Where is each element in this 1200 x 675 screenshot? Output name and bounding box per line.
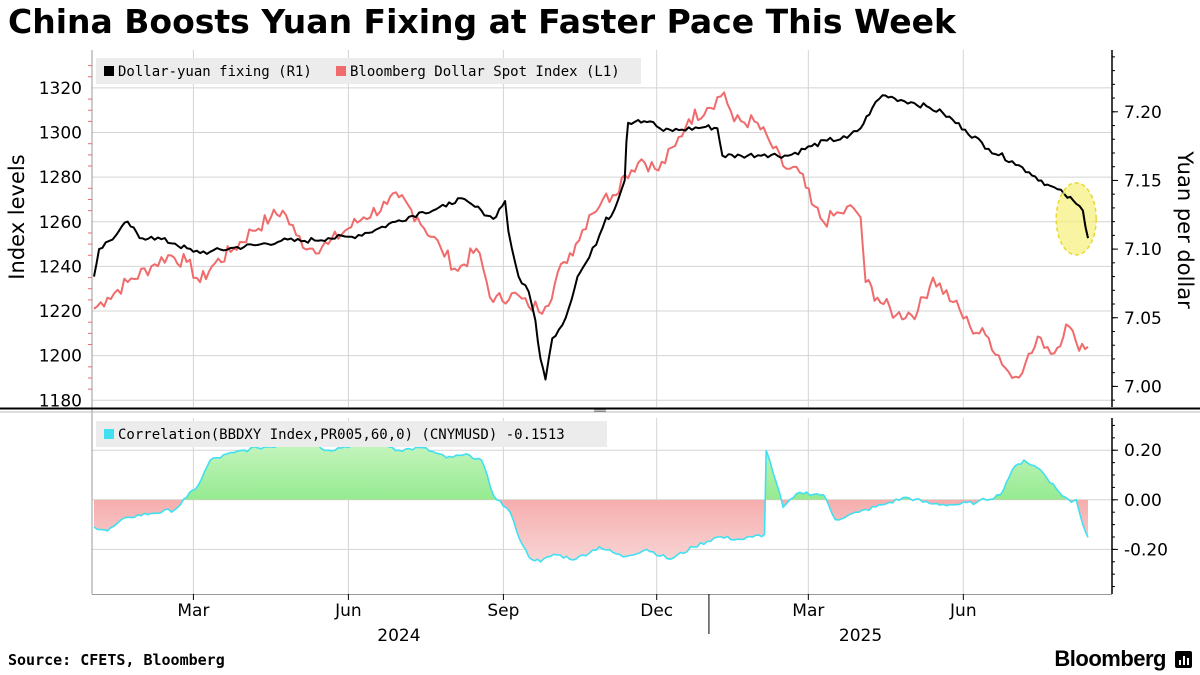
y-tick-left: 1300: [39, 124, 82, 144]
x-tick-label: Jun: [334, 601, 362, 621]
x-tick-label: Dec: [640, 601, 673, 621]
x-tick-label: Mar: [792, 601, 824, 621]
legend-swatch-correlation: [104, 429, 114, 439]
bottom-axis-ticks: -0.20 0.00 0.20: [1112, 424, 1168, 588]
y-tick-bottom: -0.20: [1124, 540, 1168, 560]
top-axis-ticks: 1180 1200 1220 1240 1260 1280 1300 1320 7.00 7.05…: [39, 56, 1162, 411]
series-line-dxy: [93, 91, 1089, 379]
source-note: Source: CFETS, Bloomberg: [8, 651, 225, 669]
correlation-area-negative: [94, 499, 1088, 562]
highlight-segment: [1063, 193, 1089, 239]
x-year-label: 2025: [839, 626, 882, 646]
legend-label-fixing: Dollar-yuan fixing (R1): [118, 64, 312, 80]
x-tick-label: Jun: [949, 601, 977, 621]
x-tick-label: Mar: [177, 601, 209, 621]
bottom-legend: Correlation(BBDXY Index,PR005,60,0) (CNY…: [96, 421, 607, 447]
y-tick-left: 1180: [39, 391, 82, 411]
y-tick-left: 1240: [39, 257, 82, 277]
legend-label-correlation: Correlation(BBDXY Index,PR005,60,0) (CNY…: [118, 427, 565, 443]
y-tick-right: 7.10: [1124, 240, 1162, 260]
y-axis-right-title: Yuan per dollar: [1173, 150, 1197, 309]
chart-title: China Boosts Yuan Fixing at Faster Pace …: [8, 2, 956, 41]
y-tick-left: 1200: [39, 347, 82, 367]
y-tick-bottom: 0.00: [1124, 491, 1162, 511]
splitter-handle[interactable]: [594, 409, 606, 412]
y-tick-left: 1220: [39, 302, 82, 322]
y-tick-left: 1320: [39, 79, 82, 99]
y-tick-right: 7.15: [1124, 171, 1162, 191]
series-line-fixing: [93, 94, 1089, 381]
y-tick-right: 7.05: [1124, 309, 1162, 329]
highlight-fixing-line: [1063, 193, 1089, 239]
y-tick-bottom: 0.20: [1124, 441, 1162, 461]
series-layer: [93, 91, 1089, 563]
legend-swatch-fixing: [104, 66, 114, 76]
y-tick-left: 1280: [39, 168, 82, 188]
x-year-label: 2024: [377, 626, 420, 646]
legend-label-dxy: Bloomberg Dollar Spot Index (L1): [350, 64, 620, 80]
y-tick-right: 7.00: [1124, 377, 1162, 397]
x-axis-ticks: Mar Jun Sep Dec Mar Jun 2024 2025: [177, 594, 977, 646]
legend-swatch-dxy: [336, 66, 346, 76]
brand-logo-text: Bloomberg: [1054, 646, 1166, 671]
y-tick-right: 7.20: [1124, 103, 1162, 123]
y-axis-left-title: Index levels: [5, 154, 29, 279]
x-tick-label: Sep: [487, 601, 519, 621]
series-line-correlation: [93, 439, 1089, 563]
highlight-circle: [1055, 182, 1097, 256]
correlation-area-positive: [183, 440, 1077, 500]
top-legend: Dollar-yuan fixing (R1) Bloomberg Dollar…: [96, 58, 641, 84]
y-tick-left: 1260: [39, 213, 82, 233]
bloomberg-terminal-icon: [1175, 651, 1192, 668]
